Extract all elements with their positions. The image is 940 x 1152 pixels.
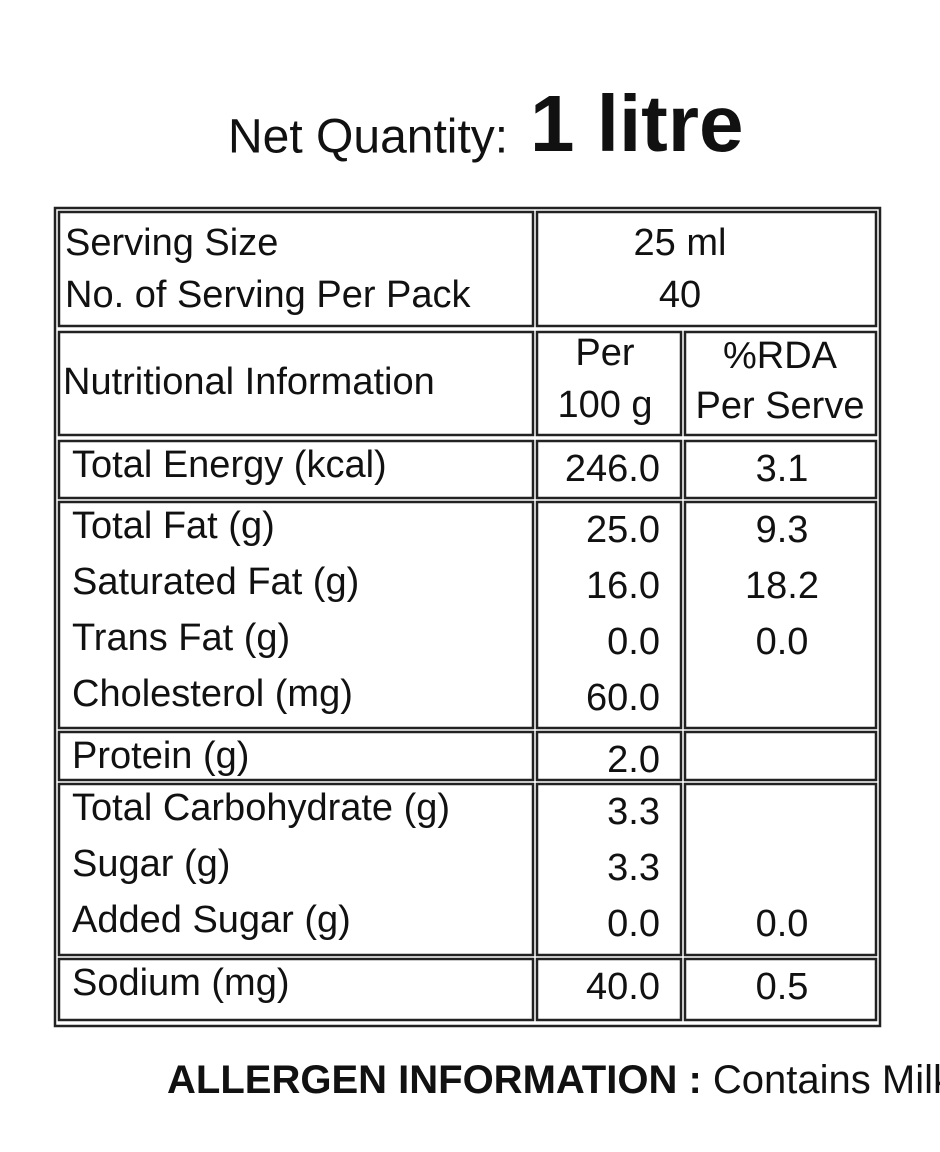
- table-cell: [683, 782, 878, 957]
- rda-value: 18.2: [745, 565, 819, 607]
- rda-value: 9.3: [756, 509, 809, 551]
- per-100g-value: 2.0: [607, 739, 660, 781]
- table-cell: [57, 730, 535, 782]
- column-header: %RDA: [723, 335, 838, 377]
- nutrient-name: Sugar (g): [72, 843, 230, 885]
- allergen-label: ALLERGEN INFORMATION :: [167, 1058, 702, 1102]
- per-100g-value: 0.0: [607, 621, 660, 663]
- per-100g-value: 40.0: [586, 966, 660, 1008]
- serving-value: 40: [659, 274, 701, 316]
- serving-label: No. of Serving Per Pack: [65, 274, 472, 316]
- serving-value: 25 ml: [634, 222, 727, 264]
- rda-value: 0.5: [756, 966, 809, 1008]
- table-cell: [57, 500, 535, 730]
- table-cell: [535, 957, 683, 1022]
- per-100g-value: 0.0: [607, 903, 660, 945]
- table-cell: [535, 730, 683, 782]
- nutrient-name: Protein (g): [72, 735, 249, 777]
- table-cell: [683, 730, 878, 782]
- nutrient-name: Sodium (mg): [72, 962, 290, 1004]
- table-border: [53, 206, 882, 1028]
- net-quantity-label: Net Quantity:: [228, 111, 508, 164]
- table-cell: [535, 500, 683, 730]
- per-100g-value: 246.0: [565, 448, 660, 490]
- table-cell: [683, 500, 878, 730]
- table-cell: [57, 782, 535, 957]
- rda-value: 0.0: [756, 903, 809, 945]
- table-cell: [57, 957, 535, 1022]
- per-100g-value: 60.0: [586, 677, 660, 719]
- serving-label: Serving Size: [65, 222, 278, 264]
- table-cell: [57, 330, 535, 437]
- table-cell: [57, 210, 535, 328]
- nutrient-name: Trans Fat (g): [72, 617, 290, 659]
- rda-value: 0.0: [756, 621, 809, 663]
- nutrient-name: Cholesterol (mg): [72, 673, 353, 715]
- table-cell: [535, 782, 683, 957]
- column-header: 100 g: [557, 384, 652, 426]
- nutrient-name: Total Fat (g): [72, 505, 275, 547]
- table-cell: [683, 330, 878, 437]
- column-header: Per Serve: [696, 385, 865, 427]
- column-header: Nutritional Information: [63, 361, 435, 403]
- nutrient-name: Added Sugar (g): [72, 899, 351, 941]
- table-cell: [57, 439, 535, 500]
- table-cell: [683, 957, 878, 1022]
- nutrient-name: Total Energy (kcal): [72, 444, 387, 486]
- nutrient-name: Saturated Fat (g): [72, 561, 359, 603]
- net-quantity-value: 1 litre: [530, 79, 743, 168]
- per-100g-value: 3.3: [607, 791, 660, 833]
- table-cell: [683, 439, 878, 500]
- table-cell: [535, 330, 683, 437]
- per-100g-value: 25.0: [586, 509, 660, 551]
- nutrient-name: Total Carbohydrate (g): [72, 787, 450, 829]
- table-cell: [535, 439, 683, 500]
- rda-value: 3.1: [756, 448, 809, 490]
- table-cell: [535, 210, 878, 328]
- allergen-line: ALLERGEN INFORMATION : Contains Milk: [167, 1058, 940, 1102]
- per-100g-value: 16.0: [586, 565, 660, 607]
- column-header: Per: [575, 332, 634, 374]
- allergen-value: Contains Milk: [713, 1058, 940, 1102]
- per-100g-value: 3.3: [607, 847, 660, 889]
